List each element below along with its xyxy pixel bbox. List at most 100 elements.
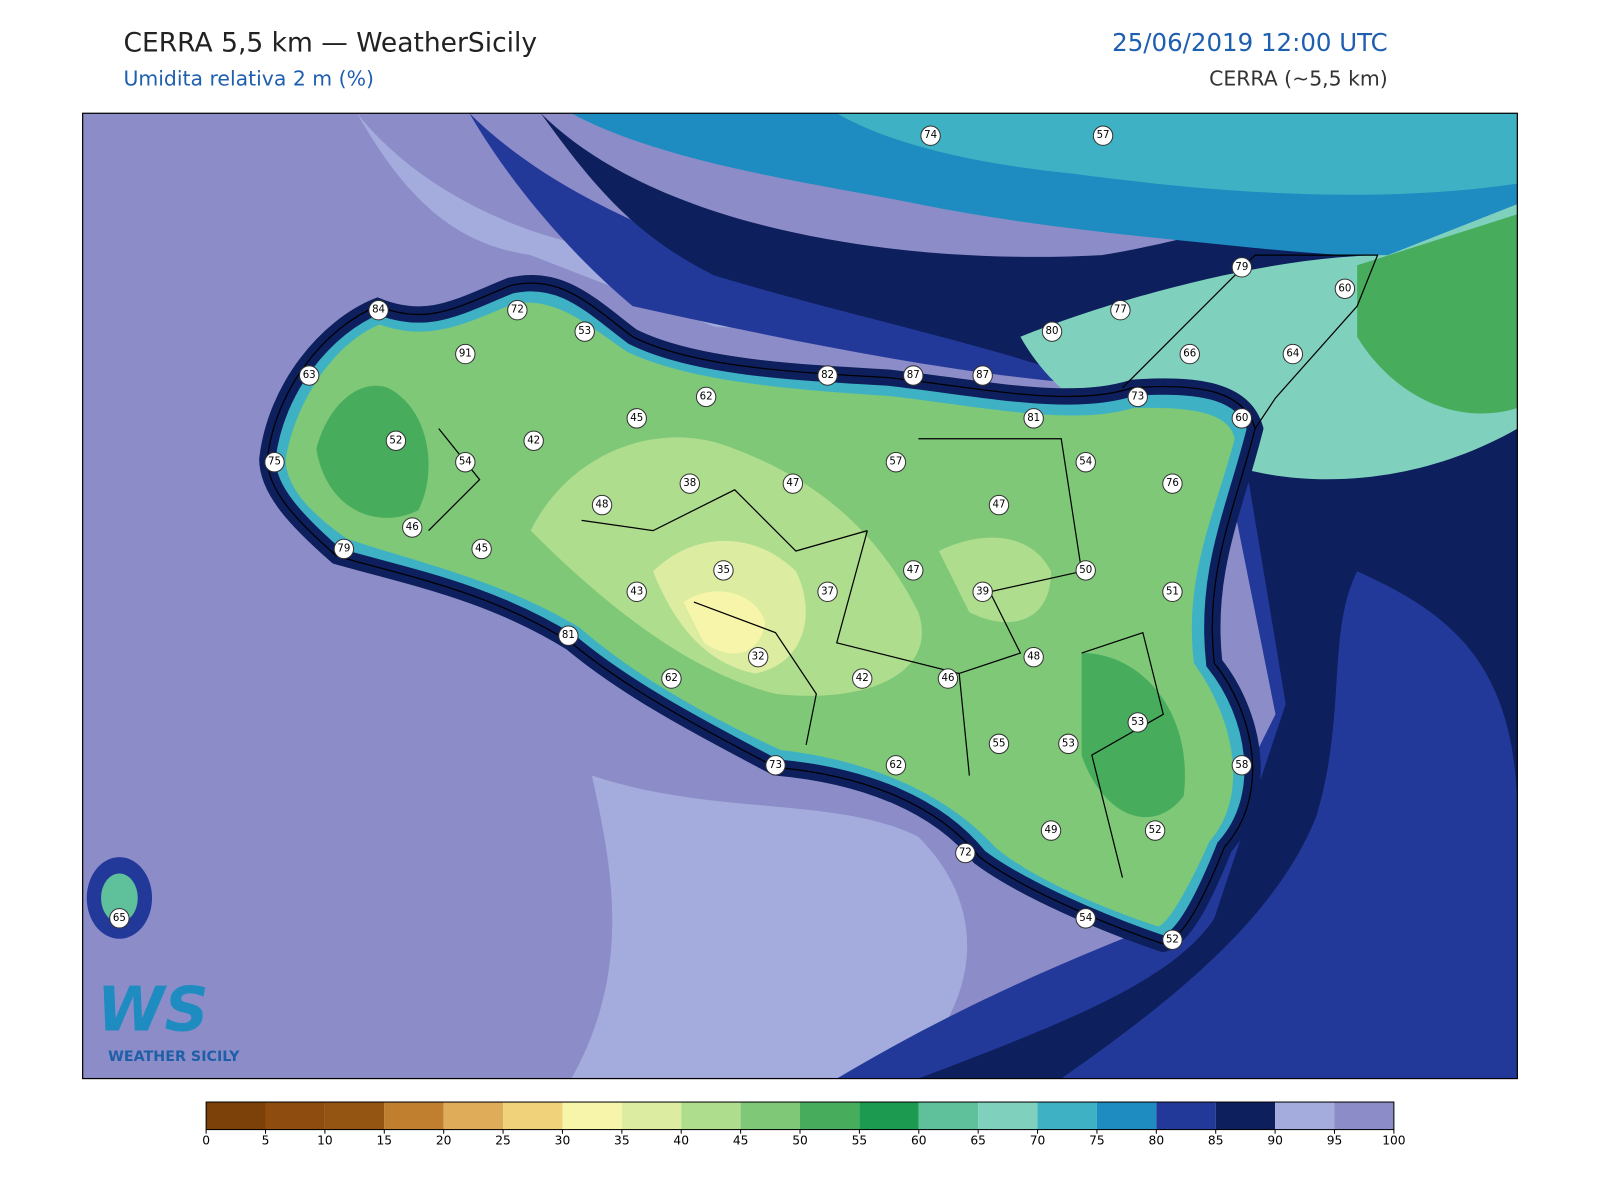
- colorbar-tick-label: 25: [495, 1133, 511, 1147]
- logo-mark: WS: [97, 975, 209, 1046]
- station-value: 79: [1235, 262, 1248, 273]
- color-segment: [681, 1102, 741, 1130]
- station-marker: [782, 473, 804, 494]
- color-segment: [443, 1102, 504, 1130]
- station-marker: [1179, 343, 1200, 365]
- station-marker: [1334, 278, 1356, 299]
- station-value: 38: [683, 478, 696, 489]
- station-value: 76: [1166, 478, 1179, 489]
- station-marker: [109, 908, 130, 929]
- color-segment: [1275, 1102, 1335, 1130]
- station-value: 64: [1286, 349, 1299, 360]
- colorbar-tick-label: 15: [376, 1133, 392, 1147]
- color-segment: [1037, 1102, 1097, 1130]
- datetime: 25/06/2019 12:00 UTC: [1112, 28, 1388, 57]
- station-marker: [574, 321, 595, 342]
- station-value: 75: [268, 457, 281, 468]
- station-marker: [713, 560, 734, 581]
- station-marker: [558, 625, 579, 646]
- station-marker: [1092, 125, 1114, 146]
- colorbar-tick-label: 65: [970, 1133, 986, 1147]
- colorbar-tick-label: 95: [1327, 1133, 1343, 1147]
- station-marker: [507, 300, 528, 321]
- colorbar-tick-label: 40: [673, 1133, 689, 1147]
- station-marker: [920, 125, 941, 146]
- logo: WS WEATHER SICILY: [97, 975, 240, 1066]
- station-marker: [972, 581, 993, 603]
- color-segment: [1096, 1102, 1157, 1130]
- station-value: 47: [992, 500, 1005, 511]
- station-marker: [1162, 473, 1183, 494]
- color-segment: [503, 1102, 563, 1130]
- station-value: 35: [717, 565, 730, 576]
- station-value: 60: [1235, 413, 1248, 424]
- station-value: 57: [889, 457, 902, 468]
- station-marker: [385, 430, 407, 452]
- station-value: 45: [475, 543, 488, 554]
- station-value: 52: [1166, 934, 1179, 945]
- station-marker: [626, 581, 647, 603]
- station-marker: [471, 538, 492, 560]
- station-value: 54: [1079, 457, 1092, 468]
- station-marker: [1231, 755, 1253, 776]
- station-marker: [333, 538, 355, 560]
- station-value: 53: [1131, 717, 1144, 728]
- station-value: 50: [1079, 565, 1092, 576]
- color-segment: [1334, 1102, 1394, 1130]
- station-value: 43: [630, 586, 643, 597]
- station-marker: [988, 733, 1010, 755]
- station-value: 42: [527, 435, 540, 446]
- station-marker: [903, 365, 924, 386]
- station-value: 73: [1131, 391, 1144, 402]
- station-marker: [885, 452, 907, 473]
- station-marker: [903, 560, 924, 581]
- station-value: 46: [406, 522, 419, 533]
- station-marker: [661, 668, 682, 689]
- colorbar-tick-label: 80: [1149, 1133, 1165, 1147]
- station-value: 54: [1079, 913, 1092, 924]
- station-marker: [455, 343, 476, 365]
- station-marker: [1110, 300, 1131, 321]
- station-value: 54: [459, 457, 472, 468]
- station-value: 84: [372, 305, 385, 316]
- station-marker: [264, 452, 285, 473]
- station-value: 79: [337, 543, 350, 554]
- station-marker: [626, 408, 647, 429]
- station-marker: [1023, 646, 1044, 668]
- station-marker: [852, 668, 873, 689]
- station-value: 53: [578, 326, 591, 337]
- station-marker: [955, 842, 976, 864]
- station-marker: [937, 668, 959, 689]
- station-marker: [368, 300, 389, 321]
- colorbar-tick-label: 60: [911, 1133, 927, 1147]
- colorbar-tick-label: 50: [792, 1133, 808, 1147]
- station-value: 91: [459, 349, 472, 360]
- station-marker: [1075, 908, 1096, 929]
- colorbar-tick-label: 55: [852, 1133, 868, 1147]
- station-marker: [1282, 343, 1304, 365]
- color-segment: [206, 1102, 266, 1130]
- station-value: 57: [1097, 130, 1110, 141]
- station-marker: [817, 365, 838, 386]
- station-value: 47: [907, 565, 920, 576]
- station-value: 45: [630, 413, 643, 424]
- station-marker: [1144, 820, 1166, 841]
- station-value: 66: [1183, 349, 1196, 360]
- colorbar-tick-label: 5: [262, 1133, 270, 1147]
- station-marker: [695, 386, 717, 408]
- model: CERRA (~5,5 km): [1209, 67, 1388, 91]
- station-marker: [1058, 733, 1079, 755]
- station-marker: [1041, 321, 1063, 342]
- station-value: 72: [511, 305, 524, 316]
- station-value: 87: [976, 370, 989, 381]
- station-value: 52: [1149, 825, 1162, 836]
- station-value: 72: [959, 848, 972, 859]
- station-value: 80: [1046, 326, 1059, 337]
- station-value: 46: [941, 673, 954, 684]
- station-value: 73: [769, 760, 782, 771]
- station-marker: [1127, 712, 1148, 733]
- station-marker: [972, 365, 993, 386]
- station-marker: [1231, 408, 1253, 429]
